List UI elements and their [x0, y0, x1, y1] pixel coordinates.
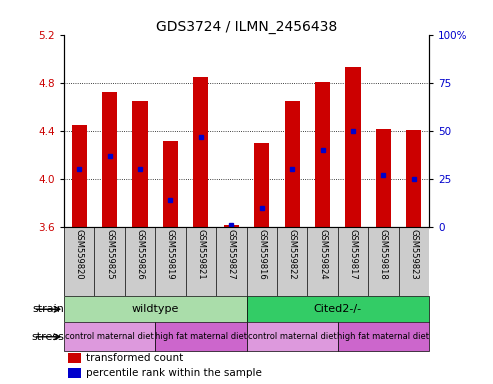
- Text: GSM559821: GSM559821: [196, 229, 206, 280]
- Bar: [254, 143, 269, 227]
- Text: GSM559826: GSM559826: [136, 229, 144, 280]
- Bar: [224, 225, 239, 227]
- Bar: [64, 296, 246, 322]
- Bar: [155, 322, 246, 351]
- Bar: [163, 141, 178, 227]
- Text: percentile rank within the sample: percentile rank within the sample: [86, 368, 262, 378]
- Title: GDS3724 / ILMN_2456438: GDS3724 / ILMN_2456438: [156, 20, 337, 33]
- Text: high fat maternal diet: high fat maternal diet: [337, 332, 429, 341]
- Text: Cited2-/-: Cited2-/-: [314, 304, 362, 314]
- Text: GSM559822: GSM559822: [287, 229, 297, 280]
- Text: GSM559823: GSM559823: [409, 229, 418, 280]
- Bar: [193, 77, 209, 227]
- Text: control maternal diet: control maternal diet: [247, 332, 337, 341]
- Text: GSM559820: GSM559820: [75, 229, 84, 280]
- Text: GSM559824: GSM559824: [318, 229, 327, 280]
- Bar: [68, 353, 80, 363]
- Text: GSM559817: GSM559817: [349, 229, 357, 280]
- Bar: [376, 129, 391, 227]
- Bar: [102, 93, 117, 227]
- Text: strain: strain: [32, 304, 64, 314]
- Text: GSM559816: GSM559816: [257, 229, 266, 280]
- Text: wildtype: wildtype: [132, 304, 179, 314]
- Bar: [71, 125, 87, 227]
- Bar: [284, 101, 300, 227]
- Bar: [64, 322, 155, 351]
- Text: stress: stress: [31, 332, 64, 342]
- Text: GSM559825: GSM559825: [105, 229, 114, 280]
- Bar: [345, 67, 360, 227]
- Text: GSM559818: GSM559818: [379, 229, 388, 280]
- Text: GSM559819: GSM559819: [166, 229, 175, 280]
- Bar: [133, 101, 148, 227]
- Bar: [246, 296, 429, 322]
- Bar: [315, 81, 330, 227]
- Text: high fat maternal diet: high fat maternal diet: [155, 332, 247, 341]
- Text: GSM559827: GSM559827: [227, 229, 236, 280]
- Bar: [338, 322, 429, 351]
- Bar: [68, 368, 80, 378]
- Bar: [406, 130, 422, 227]
- Text: control maternal diet: control maternal diet: [65, 332, 154, 341]
- Bar: [246, 322, 338, 351]
- Text: transformed count: transformed count: [86, 354, 183, 364]
